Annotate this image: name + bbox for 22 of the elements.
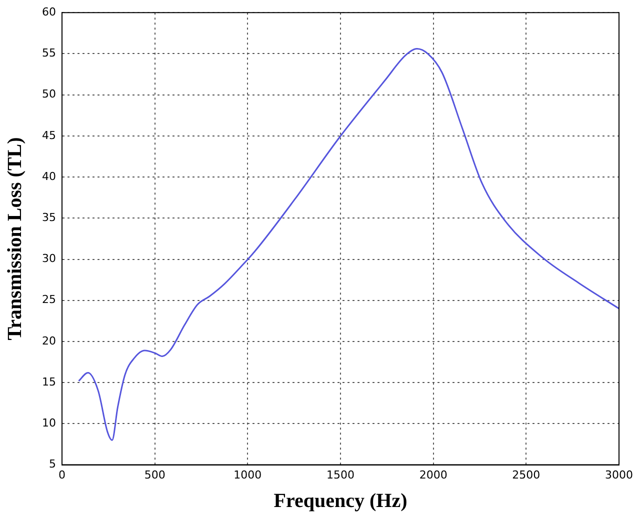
y-tick-label: 55	[42, 46, 56, 60]
y-axis-title: Transmission Loss (TL)	[4, 137, 26, 340]
x-tick-label: 3000	[605, 468, 634, 482]
x-tick-label: 0	[58, 468, 66, 482]
x-tick-label: 1000	[234, 468, 262, 482]
y-tick-label: 40	[42, 170, 56, 183]
y-tick-label: 5	[48, 458, 56, 471]
y-tick-label: 25	[42, 293, 56, 306]
x-tick-label: 1500	[326, 468, 354, 482]
y-tick-label: 45	[42, 128, 56, 142]
x-tick-label: 2500	[512, 468, 540, 482]
x-axis-title: Frequency (Hz)	[274, 490, 408, 512]
line-series	[78, 48, 620, 441]
y-tick-label: 35	[42, 211, 56, 224]
y-tick-label: 15	[42, 375, 56, 388]
y-tick-label: 10	[42, 416, 56, 430]
x-tick-label: 2000	[419, 468, 448, 482]
y-tick-label: 30	[42, 252, 56, 266]
y-tick-label: 60	[42, 5, 56, 18]
y-tick-label: 50	[42, 88, 56, 101]
x-tick-label: 500	[144, 468, 166, 482]
y-tick-label: 20	[42, 334, 56, 348]
